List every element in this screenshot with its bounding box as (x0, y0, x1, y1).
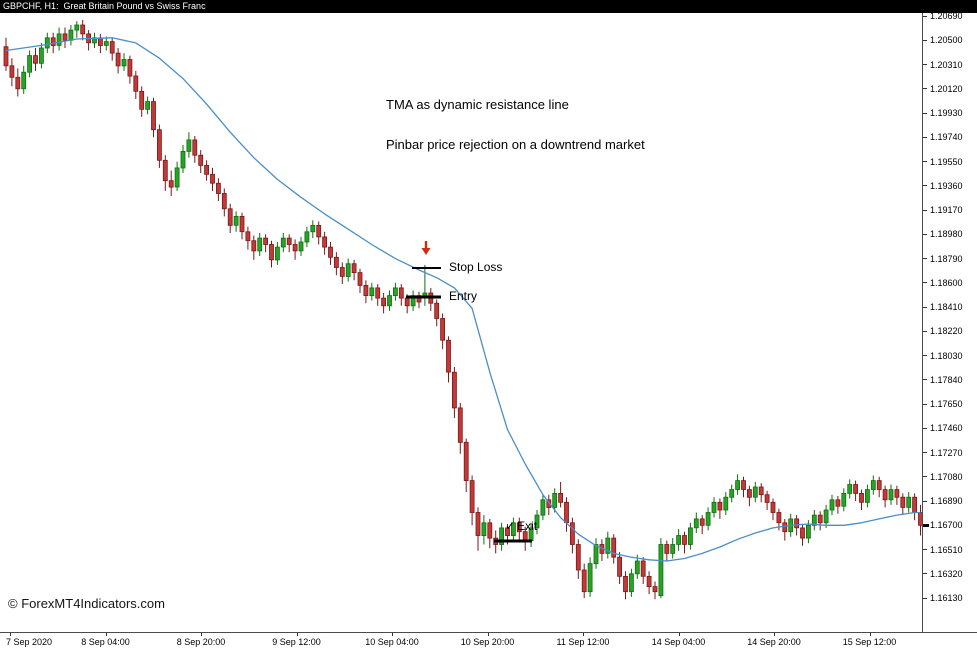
price-axis-tick (923, 185, 927, 187)
time-axis-label: 9 Sep 12:00 (272, 637, 321, 647)
price-axis-label: 1.20120 (930, 83, 963, 94)
price-axis-tick (923, 136, 927, 138)
price-axis-tick (923, 500, 927, 502)
price-axis-tick (923, 452, 927, 454)
price-axis-label: 1.18600 (930, 277, 963, 288)
time-axis-label: 8 Sep 20:00 (176, 637, 226, 647)
time-axis-tick (10, 633, 11, 636)
time-axis-tick (296, 633, 298, 636)
price-axis-tick (923, 403, 927, 405)
time-axis-label: 14 Sep 04:00 (651, 637, 706, 647)
time-axis-label: 15 Sep 12:00 (842, 637, 897, 647)
time-axis-tick (392, 633, 393, 636)
price-axis-tick (923, 112, 927, 114)
price-axis-label: 1.19550 (930, 156, 963, 167)
price-axis-tick (923, 233, 927, 235)
price-axis-label: 1.18220 (930, 326, 963, 337)
price-axis-tick (923, 15, 927, 17)
price-axis-tick (923, 209, 927, 211)
annotation-pinbar-note: Pinbar price rejection on a downtrend ma… (386, 137, 645, 152)
price-axis-tick (923, 549, 927, 551)
chart-title: GBPCHF, H1: Great Britain Pound vs Swiss… (3, 1, 206, 11)
time-axis-tick (774, 633, 775, 636)
watermark: © ForexMT4Indicators.com (8, 596, 165, 611)
price-axis-label: 1.18410 (930, 302, 963, 313)
time-axis-label: 10 Sep 20:00 (460, 637, 515, 647)
price-axis-label: 1.16320 (930, 568, 963, 579)
time-axis-tick (201, 633, 202, 636)
stop-loss-label: Stop Loss (449, 260, 503, 274)
price-axis-label: 1.17650 (930, 399, 963, 410)
price-axis-tick (923, 427, 927, 429)
price-axis-tick (923, 161, 927, 163)
price-axis-label: 1.19170 (930, 205, 963, 216)
time-axis-tick (678, 633, 680, 636)
time-axis-label: 8 Sep 04:00 (81, 637, 130, 647)
tma-line (5, 37, 921, 562)
price-axis-tick (923, 597, 927, 599)
time-axis-tick (487, 633, 489, 636)
time-axis[interactable]: 7 Sep 2020 8 Sep 04:00 8 Sep 20:00 9 Sep 12… (0, 632, 977, 650)
price-axis-label: 1.16130 (930, 593, 963, 604)
price-axis-label: 1.20500 (930, 35, 963, 46)
price-axis-label: 1.16700 (930, 520, 963, 531)
price-axis-label: 1.16890 (930, 496, 963, 507)
price-axis-tick (923, 258, 927, 260)
price-axis-label: 1.19740 (930, 132, 963, 143)
price-axis-label: 1.16510 (930, 544, 963, 555)
price-axis-tick (923, 476, 927, 478)
price-axis-tick (923, 306, 927, 308)
price-axis-label: 1.19930 (930, 108, 963, 119)
price-axis-label: 1.18980 (930, 229, 963, 240)
time-axis-tick (105, 633, 107, 636)
entry-label: Entry (449, 289, 478, 303)
price-axis-label: 1.20310 (930, 59, 963, 70)
price-axis-tick (923, 330, 927, 332)
price-axis-tick (923, 39, 927, 41)
price-axis-label: 1.20690 (930, 11, 963, 22)
price-axis-label: 1.17270 (930, 447, 963, 458)
price-axis-tick (923, 355, 927, 357)
price-axis-label: 1.18790 (930, 253, 963, 264)
time-axis-tick (583, 633, 584, 636)
sell-arrow-icon (421, 241, 431, 255)
exit-label: Exit (517, 519, 538, 533)
price-axis-tick (923, 282, 927, 284)
exit-label-row: ✓ Exit (505, 519, 537, 533)
price-axis-label: 1.17080 (930, 471, 963, 482)
price-axis-label: 1.19360 (930, 180, 963, 191)
chart-title-bar: GBPCHF, H1: Great Britain Pound vs Swiss… (0, 0, 977, 13)
time-axis-label: 7 Sep 2020 (6, 637, 53, 647)
price-axis-label: 1.17460 (930, 423, 963, 434)
price-axis-label: 1.18030 (930, 350, 963, 361)
price-axis[interactable]: 1.20690 1.20500 1.20310 1.20120 1.19930 1.197… (922, 11, 977, 632)
time-axis-label: 14 Sep 20:00 (747, 637, 801, 647)
check-icon: ✓ (505, 519, 516, 533)
price-axis-tick (923, 88, 927, 90)
price-axis-tick (923, 64, 927, 66)
price-axis-tick (923, 573, 927, 575)
price-axis-tick (923, 379, 927, 381)
time-axis-label: 11 Sep 12:00 (556, 637, 610, 647)
price-axis-label: 1.17840 (930, 374, 963, 385)
time-axis-label: 10 Sep 04:00 (365, 637, 419, 647)
price-chart-canvas[interactable] (0, 13, 922, 632)
annotation-tma-note: TMA as dynamic resistance line (386, 97, 569, 112)
last-price-marker (923, 524, 929, 528)
candles-series (3, 19, 922, 600)
time-axis-tick (869, 633, 871, 636)
